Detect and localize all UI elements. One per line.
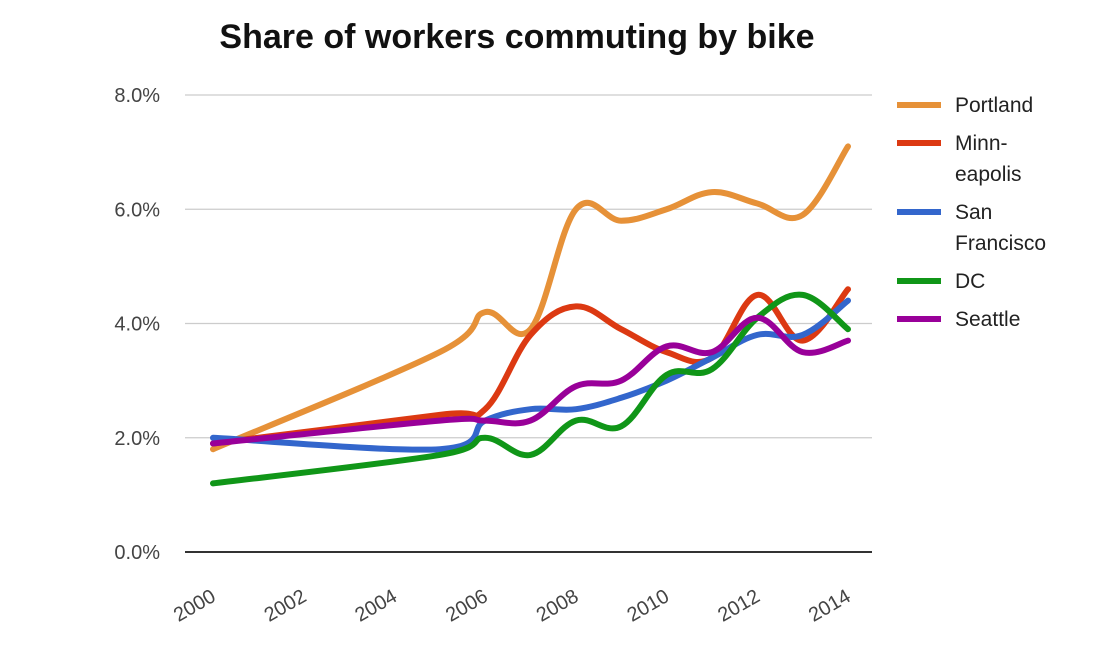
legend-label: DC [955,270,985,293]
series-line-san-francisco [210,297,851,453]
y-tick-label: 4.0% [114,314,160,336]
y-axis-tick-labels: 0.0% 2.0% 4.0% 6.0% 8.0% [114,85,160,564]
x-tick-label: 2004 [351,585,401,626]
series-lines [210,143,851,487]
x-tick-label: 2014 [805,585,855,626]
legend-label: Portland [955,94,1033,117]
legend-item-seattle: Seattle [897,308,1020,331]
legend-item-san-francisco: San Francisco [897,201,1046,255]
x-tick-label: 2010 [624,585,674,626]
x-tick-label: 2002 [261,585,311,626]
legend-label: Francisco [955,232,1046,255]
y-tick-label: 2.0% [114,428,160,450]
legend-label: eapolis [955,163,1022,186]
x-tick-label: 2006 [442,585,492,626]
series-line-seattle [210,314,851,447]
y-tick-label: 6.0% [114,199,160,221]
legend-label: San [955,201,992,224]
x-axis-tick-labels: 2000 2002 2004 2006 2008 2010 2012 2014 [170,585,855,626]
x-tick-label: 2000 [170,585,220,626]
y-tick-label: 0.0% [114,542,160,564]
legend-item-dc: DC [897,270,985,293]
x-tick-label: 2012 [714,585,764,626]
legend-item-minn-eapolis: Minn-eapolis [897,132,1022,186]
legend-label: Minn- [955,132,1008,155]
y-tick-label: 8.0% [114,85,160,107]
legend-item-portland: Portland [897,94,1033,117]
legend: Portland Minn-eapolis San Francisco DC Seattl… [897,94,1046,331]
chart-title: Share of workers commuting by bike [219,18,814,56]
series-line-minn-eapolis [210,286,851,447]
x-tick-label: 2008 [533,585,583,626]
legend-label: Seattle [955,308,1020,331]
gridlines [185,94,872,553]
series-line-portland [210,143,851,453]
